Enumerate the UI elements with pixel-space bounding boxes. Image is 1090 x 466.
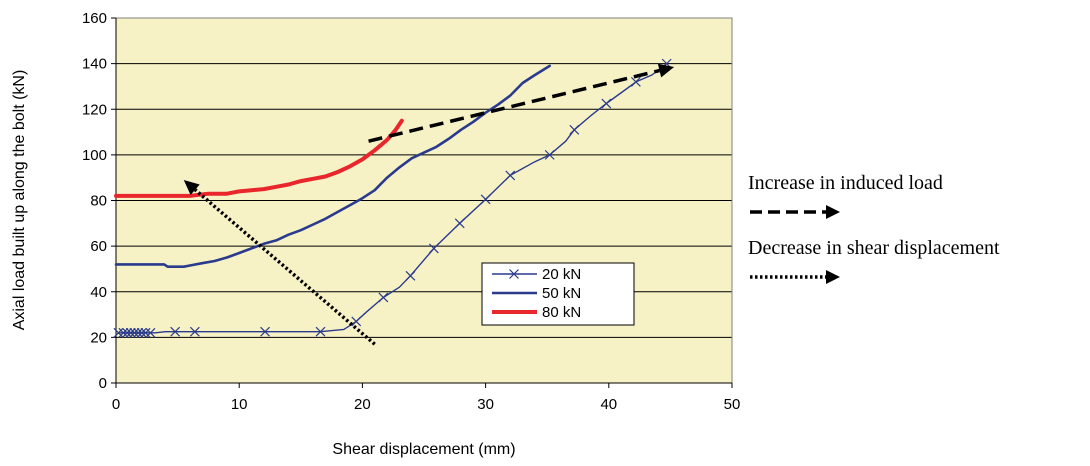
legend: 20 kN 50 kN 80 kN [481,262,635,326]
series-point-20-kn-15 [405,270,416,281]
annotation-text-dashed: Increase in induced load [748,172,943,194]
plot-area [115,17,733,384]
y-tick-label-20: 20 [90,329,107,346]
series-point-20-kn-0 [113,327,124,338]
series-point-20-kn-17 [454,218,465,229]
y-tick-label-40: 40 [90,284,107,301]
legend-label-50-kn: 50 kN [542,285,581,302]
y-tick-label-0: 0 [99,375,107,392]
y-tick-label-100: 100 [82,147,107,164]
series-point-20-kn-14 [378,292,389,303]
series-50-kn [114,64,551,268]
series-point-20-kn-12 [315,326,326,337]
series-line-20-kn [117,62,668,334]
series-point-20-kn-1 [118,327,129,338]
series-line-80-kn [114,118,404,198]
x-tick-label-0: 0 [112,396,120,413]
series-point-20-kn-20 [544,149,555,160]
y-tick-label-140: 140 [82,56,107,73]
series-point-20-kn-6 [136,327,147,338]
series-point-20-kn-3 [125,327,136,338]
series-point-20-kn-10 [189,326,200,337]
y-tick-label-120: 120 [82,101,107,118]
series-point-20-kn-2 [122,327,133,338]
legend-item-80-kn: 80 kN [492,304,581,321]
y-tick-label-80: 80 [90,193,107,210]
annotation-key-arrow-dashed [750,205,840,219]
legend-marker-20-kn [509,269,519,279]
series-point-20-kn-8 [145,327,156,338]
x-axis-label: Shear displacement (mm) [332,441,515,458]
y-axis-label: Axial load built up along the bolt (kN) [11,70,28,331]
y-tick-label-60: 60 [90,238,107,255]
series-point-20-kn-11 [260,326,270,337]
series-point-20-kn-21 [569,124,580,135]
series-point-20-kn-23 [630,76,641,87]
series-point-20-kn-22 [601,98,612,109]
side-annotations: Increase in induced load Decrease in shea… [748,172,1000,284]
series-20-kn [113,58,672,338]
series-point-20-kn-16 [428,243,439,254]
annotation-arrows [183,63,675,346]
series-point-20-kn-5 [133,327,144,338]
x-tick-label-50: 50 [724,396,741,413]
x-tick-label-20: 20 [354,396,371,413]
series-point-20-kn-18 [480,194,491,205]
annotation-arrow-dashed [368,63,675,143]
series-point-20-kn-13 [351,316,362,327]
series-80-kn [114,118,404,198]
legend-item-20-kn: 20 kN [492,266,581,283]
series-point-20-kn-9 [170,326,181,337]
series-point-20-kn-19 [505,170,516,181]
annotation-key-arrow-dotted [750,270,840,284]
x-tick-label-10: 10 [231,396,248,413]
series-point-20-kn-4 [129,327,140,338]
annotation-arrow-dotted [183,179,376,346]
series-layer [113,58,672,338]
legend-label-80-kn: 80 kN [542,304,581,321]
x-tick-label-40: 40 [600,396,617,413]
x-tick-label-30: 30 [477,396,494,413]
annotation-text-dotted: Decrease in shear displacement [748,237,1000,259]
series-point-20-kn-7 [140,327,151,338]
series-line-50-kn [114,64,551,268]
legend-item-50-kn: 50 kN [492,285,581,302]
y-tick-label-160: 160 [82,10,107,27]
legend-label-20-kn: 20 kN [542,266,581,283]
axes: 0 20 40 60 80 100 120 140 160 0 10 20 30 40 50 [82,10,740,413]
